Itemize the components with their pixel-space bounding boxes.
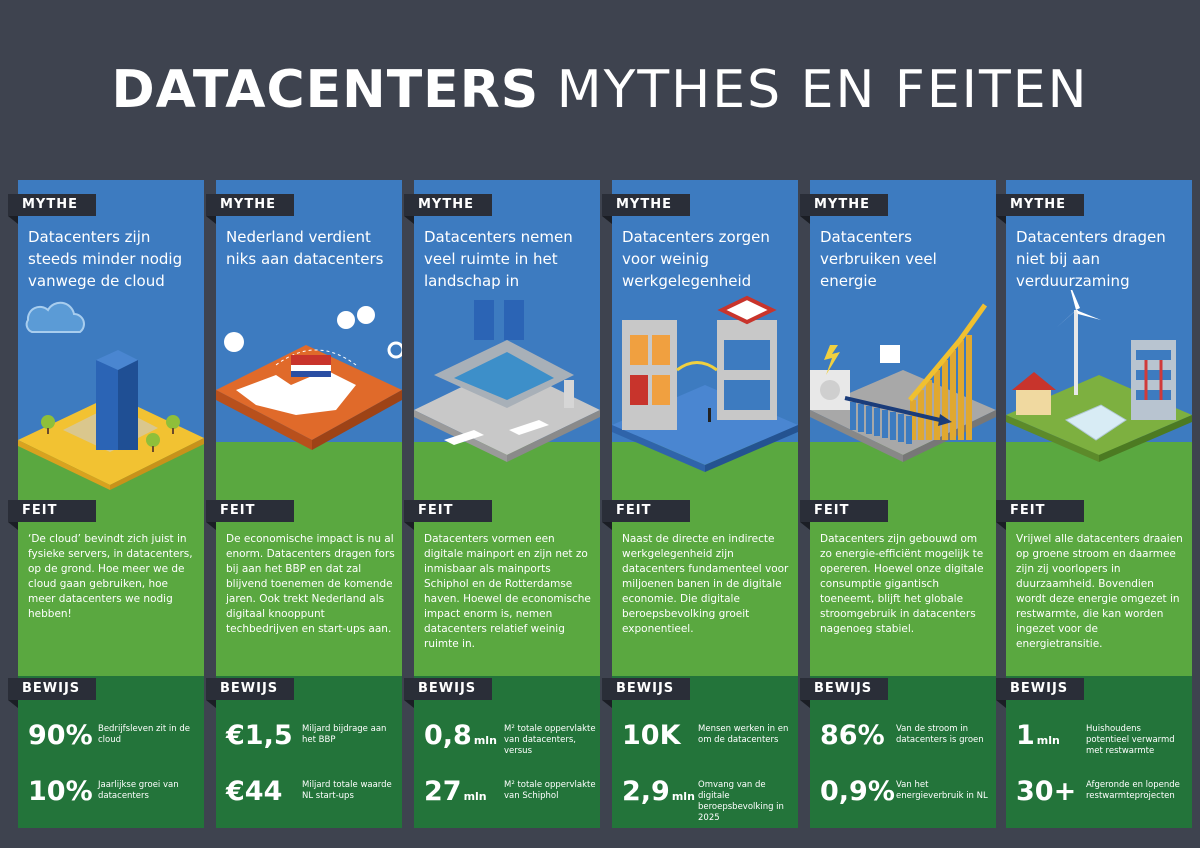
windmill-illustration	[1006, 290, 1192, 462]
bewijs-label: BEWIJS	[404, 678, 492, 708]
stat-2: 10% Jaarlijkse groei van datacenters	[28, 772, 198, 812]
column-space: MYTHE Datacenters nemen veel ruimte in h…	[404, 180, 600, 828]
stat-2: 0,9% Van het energieverbruik in NL	[820, 772, 990, 812]
stat-description: Afgeronde en lopende restwarmteprojecten	[1086, 780, 1180, 801]
stat-description: Van de stroom in datacenters is groen	[896, 724, 984, 745]
stat-number: €44	[226, 776, 283, 807]
stat-1: €1,5 Miljard bijdrage aan het BBP	[226, 716, 396, 756]
stat-unit: mln	[1036, 734, 1060, 747]
grass-band	[216, 442, 402, 500]
stat-description: Omvang van de digitale beroepsbevolking …	[698, 780, 784, 823]
fact-text: Datacenters zijn gebouwd om zo energie-e…	[820, 533, 984, 635]
evidence-panel	[1006, 676, 1192, 828]
fact-text: De economische impact is nu al enorm. Da…	[226, 533, 395, 635]
stat-description: M² totale oppervlakte van datacenters, v…	[504, 724, 596, 756]
stat-description: Mensen werken in en om de datacenters	[698, 724, 789, 745]
bewijs-label: BEWIJS	[206, 678, 294, 708]
myth-text: Datacenters zijn steeds minder nodig van…	[28, 228, 183, 290]
fact-text: Naast de directe en indirecte werkgelege…	[622, 533, 789, 635]
mythe-label: MYTHE	[800, 194, 888, 224]
stat-2: 30+ Afgeronde en lopende restwarmteproje…	[1016, 772, 1186, 812]
feit-label: FEIT	[602, 500, 690, 530]
stat-number: €1,5	[226, 720, 293, 751]
stat-number: 10K	[622, 720, 681, 751]
stat-2: 2,9 mln Omvang van de digitale beroepsbev…	[622, 772, 792, 823]
bewijs-label: BEWIJS	[602, 678, 690, 708]
evidence-panel	[612, 676, 798, 828]
stat-number: 86%	[820, 720, 885, 751]
stat-number: 0,9%	[820, 776, 895, 807]
column-sustainability: MYTHE Datacenters dragen niet bij aan ve…	[996, 180, 1192, 828]
feit-label: FEIT	[404, 500, 492, 530]
bewijs-label: BEWIJS	[996, 678, 1084, 708]
stat-1: 1 mln Huishoudens potentieel verwarmd met…	[1016, 716, 1186, 756]
fact-text: ‘De cloud’ bevindt zich juist in fysieke…	[28, 533, 193, 620]
netherlands-map-illustration	[216, 306, 402, 450]
office-illustration	[612, 295, 798, 472]
page-title: DATACENTERS MYTHES EN FEITEN	[0, 60, 1200, 120]
myth-text: Nederland verdient niks aan datacenters	[226, 228, 384, 268]
column-energy: MYTHE Datacenters verbruiken veel energi…	[800, 180, 996, 828]
mythe-label: MYTHE	[404, 194, 492, 224]
fact-panel	[612, 500, 798, 676]
stat-unit: mln	[671, 790, 695, 803]
stat-description: Miljard bijdrage aan het BBP	[302, 724, 387, 745]
fact-text: Vrijwel alle datacenters draaien op groe…	[1016, 533, 1183, 650]
bewijs-label: BEWIJS	[800, 678, 888, 708]
fact-panel	[1006, 500, 1192, 676]
stat-description: Miljard totale waarde NL start-ups	[302, 780, 392, 801]
stat-description: Huishoudens potentieel verwarmd met rest…	[1086, 724, 1175, 756]
energy-chart-illustration	[810, 303, 996, 462]
stat-description: Jaarlijkse groei van datacenters	[98, 780, 179, 801]
evidence-panel	[414, 676, 600, 828]
stat-number: 30+	[1016, 776, 1077, 807]
feit-label: FEIT	[800, 500, 888, 530]
mythe-label: MYTHE	[996, 194, 1084, 224]
stat-description: Van het energieverbruik in NL	[896, 780, 988, 801]
cloud-datacenter-illustration	[18, 301, 204, 490]
stat-description: M² totale oppervlakte van Schiphol	[504, 780, 596, 801]
stat-unit: mln	[463, 790, 487, 803]
myth-text: Datacenters verbruiken veel energie	[820, 228, 937, 290]
fact-panel	[18, 500, 204, 676]
fact-panel	[216, 500, 402, 676]
bewijs-label: BEWIJS	[8, 678, 96, 708]
stat-1: 86% Van de stroom in datacenters is groe…	[820, 716, 990, 756]
stat-number: 1 mln	[1016, 720, 1060, 751]
fact-panel	[810, 500, 996, 676]
stat-number: 10%	[28, 776, 93, 807]
evidence-panel	[216, 676, 402, 828]
evidence-panel	[810, 676, 996, 828]
title-light: MYTHES EN FEITEN	[556, 60, 1089, 120]
mainport-illustration	[414, 300, 600, 462]
stat-number: 0,8 mln	[424, 720, 497, 751]
stat-description: Bedrijfsleven zit in de cloud	[98, 724, 190, 745]
stat-1: 10K Mensen werken in en om de datacenter…	[622, 716, 792, 756]
fact-panel	[414, 500, 600, 676]
feit-label: FEIT	[996, 500, 1084, 530]
myth-text: Datacenters nemen veel ruimte in het lan…	[424, 228, 573, 290]
feit-label: FEIT	[8, 500, 96, 530]
column-jobs: MYTHE Datacenters zorgen voor weinig wer…	[602, 180, 798, 828]
stat-2: 27 mln M² totale oppervlakte van Schiphol	[424, 772, 596, 812]
mythe-label: MYTHE	[206, 194, 294, 224]
title-bold: DATACENTERS	[111, 60, 540, 120]
feit-label: FEIT	[206, 500, 294, 530]
stat-1: 0,8 mln M² totale oppervlakte van datacen…	[424, 716, 596, 756]
stat-unit: mln	[473, 734, 497, 747]
stat-1: 90% Bedrijfsleven zit in de cloud	[28, 716, 198, 756]
stat-2: €44 Miljard totale waarde NL start-ups	[226, 772, 396, 812]
evidence-panel	[18, 676, 204, 828]
fact-text: Datacenters vormen een digitale mainport…	[424, 533, 591, 650]
column-cloud: MYTHE Datacenters zijn steeds minder nod…	[8, 180, 204, 828]
stat-number: 2,9 mln	[622, 776, 695, 807]
column-economy: MYTHE Nederland verdient niks aan datace…	[206, 180, 402, 828]
stat-number: 90%	[28, 720, 93, 751]
mythe-label: MYTHE	[602, 194, 690, 224]
myth-text: Datacenters zorgen voor weinig werkgeleg…	[622, 228, 770, 290]
mythe-label: MYTHE	[8, 194, 96, 224]
stat-number: 27 mln	[424, 776, 487, 807]
myth-text: Datacenters dragen niet bij aan verduurz…	[1016, 228, 1166, 290]
